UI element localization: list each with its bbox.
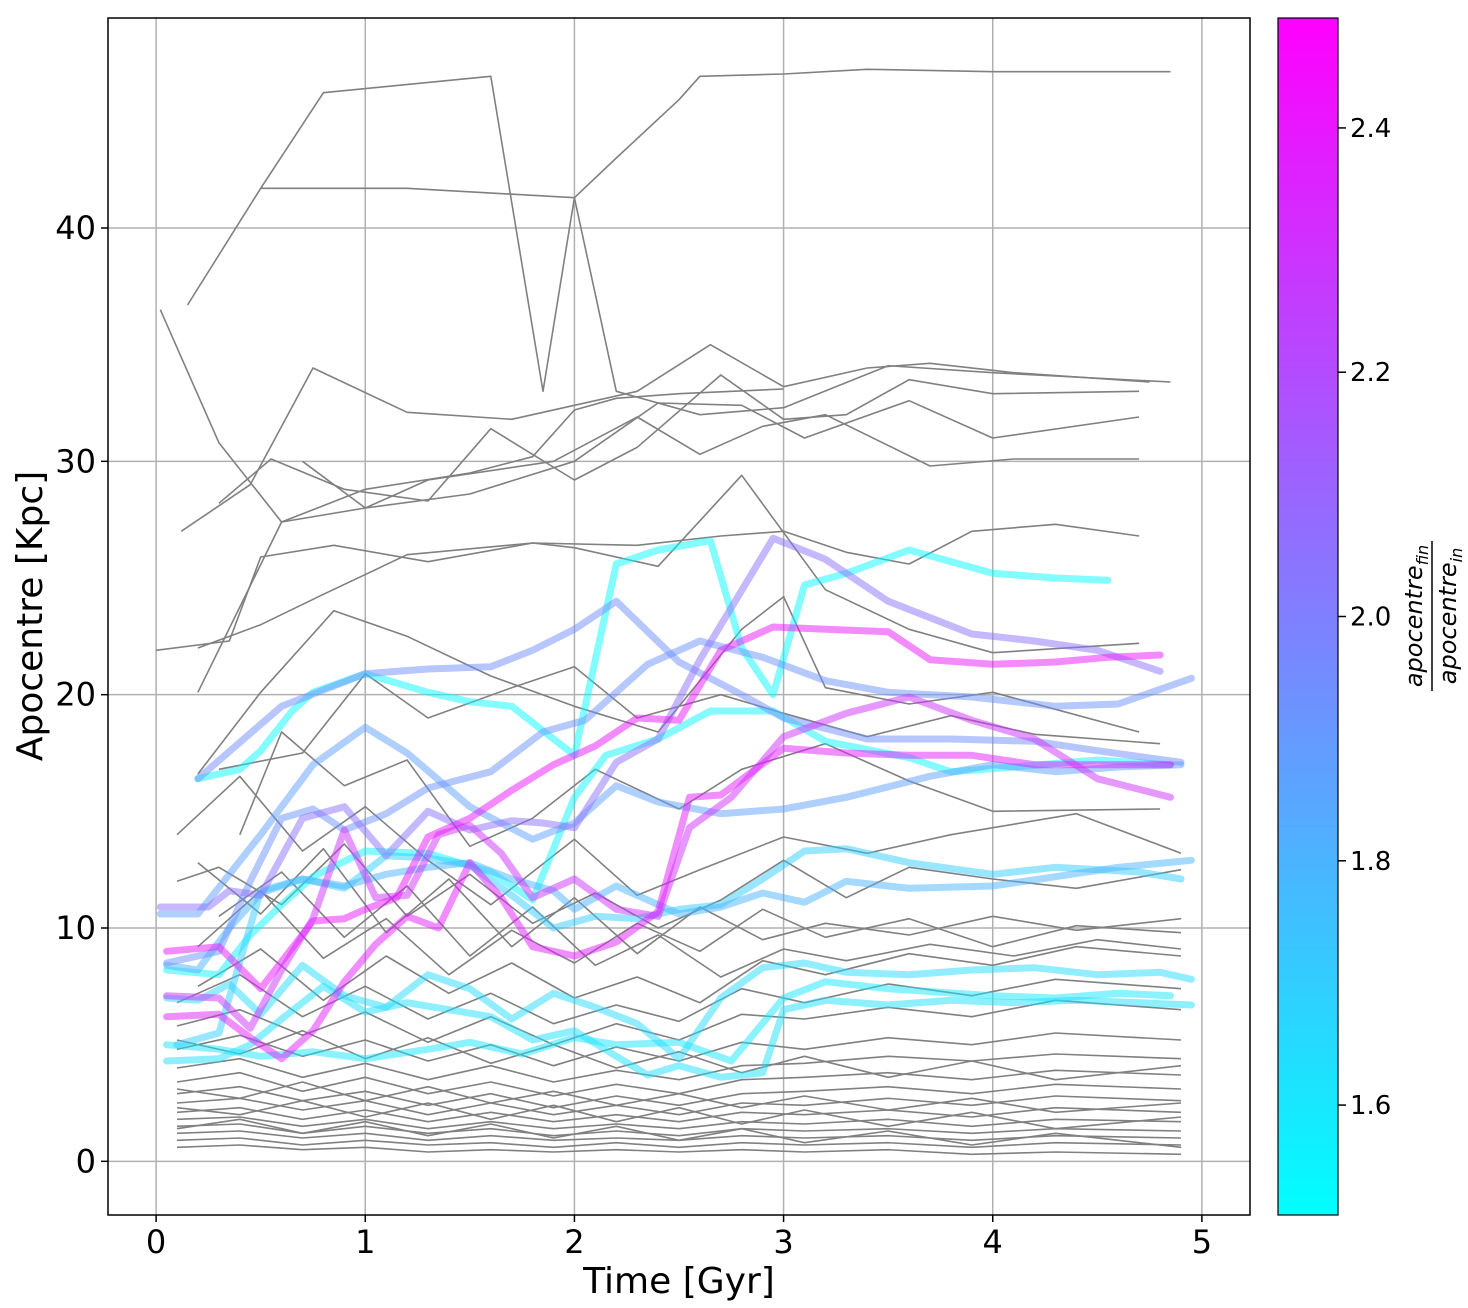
background-series-line — [176, 775, 1182, 906]
background-series-line — [176, 1099, 1182, 1130]
x-tick-label: 2 — [564, 1223, 584, 1261]
x-tick-label: 3 — [773, 1223, 793, 1261]
colorbar-tick-label: 2.4 — [1350, 114, 1391, 144]
x-tick-label: 0 — [146, 1223, 166, 1261]
y-tick-label: 10 — [55, 909, 96, 947]
background-series-line — [176, 1123, 1182, 1137]
highlight-series-line — [156, 723, 1185, 918]
background-series-line — [176, 1106, 1182, 1123]
background-series-line — [239, 731, 1161, 848]
highlight-series-line — [194, 537, 1112, 783]
background-series-line — [260, 187, 1171, 416]
background-series-line — [176, 1053, 1182, 1083]
background-series-line — [159, 309, 784, 523]
background-series-line — [176, 1137, 1182, 1149]
highlight-series-line — [163, 978, 1174, 1065]
colorbar-label-denominator: apocentrein — [1434, 548, 1466, 684]
background-series-line — [218, 871, 1182, 978]
y-tick-label: 20 — [55, 676, 96, 714]
background-series-line — [176, 1069, 1182, 1097]
colorbar-label: apocentrefin apocentrein — [1400, 541, 1466, 691]
highlight-series-line — [163, 959, 1195, 1063]
background-series-line — [176, 1118, 1182, 1149]
background-series-line — [218, 374, 1140, 504]
background-series-line — [197, 413, 1140, 693]
background-series-line — [197, 847, 1182, 955]
x-axis: 0 1 2 3 4 5 — [146, 1215, 1212, 1261]
background-series-line — [176, 1083, 1182, 1109]
colorbar-tick-label: 1.8 — [1350, 847, 1391, 877]
colorbar-ticks: 1.6 1.8 2.0 2.2 2.4 — [1338, 114, 1391, 1121]
background-series-line — [155, 474, 1140, 654]
y-tick-label: 40 — [55, 209, 96, 247]
colorbar-gradient — [1277, 17, 1339, 1216]
colorbar-tick-label: 2.2 — [1350, 358, 1391, 388]
background-series-line — [176, 1081, 1182, 1114]
x-tick-label: 5 — [1192, 1223, 1212, 1261]
background-series-line — [186, 68, 1171, 393]
highlight-series-line — [163, 856, 1195, 974]
highlight-series-line — [163, 637, 1195, 967]
highlight-series-line — [156, 534, 1164, 911]
x-tick-label: 4 — [983, 1223, 1003, 1261]
x-axis-label: Time [Gyr] — [582, 1261, 775, 1302]
background-series-line — [197, 889, 1182, 976]
highlight-series-line — [163, 744, 1174, 1063]
colorbar-tick-label: 1.6 — [1350, 1091, 1391, 1121]
colorbar: 1.6 1.8 2.0 2.2 2.4 apocentrefin apocentrein — [1277, 17, 1466, 1216]
highlight-series-line — [163, 623, 1164, 993]
highlight-series — [156, 534, 1195, 1081]
highlight-series-line — [163, 982, 1195, 1081]
y-axis: 0 10 20 30 40 — [55, 209, 108, 1180]
background-series — [155, 68, 1182, 1156]
background-series-line — [197, 523, 1140, 649]
background-series-line — [176, 1130, 1182, 1142]
y-axis-label: Apocentre [Kpc] — [10, 471, 51, 761]
x-tick-label: 1 — [355, 1223, 375, 1261]
background-series-line — [176, 1029, 1182, 1081]
y-tick-label: 0 — [76, 1142, 96, 1180]
highlight-series-line — [194, 597, 1185, 783]
colorbar-tick-label: 2.0 — [1350, 603, 1391, 633]
colorbar-label-numerator: apocentrefin — [1400, 545, 1432, 687]
background-series-line — [176, 999, 1182, 1046]
background-series-line — [302, 399, 1140, 509]
plot-frame — [107, 17, 1251, 1216]
highlight-series-line — [163, 707, 1174, 979]
background-series-line — [176, 1144, 1182, 1156]
background-series-line — [180, 343, 1150, 532]
y-tick-label: 30 — [55, 442, 96, 480]
background-series-line — [176, 1116, 1182, 1130]
